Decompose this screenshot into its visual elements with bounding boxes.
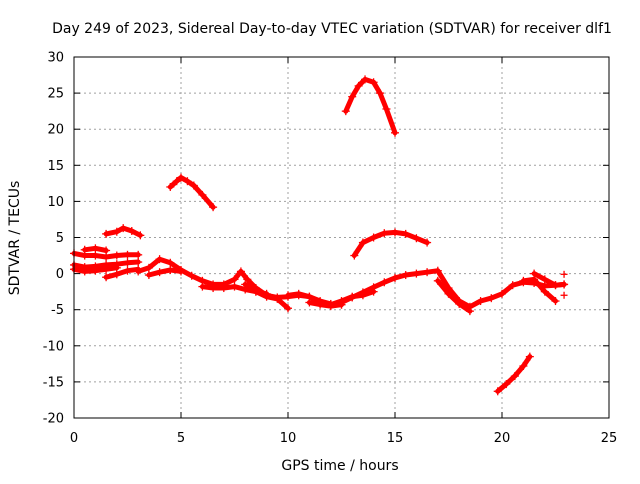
chart-figure: 0 5 10 15 20 25 -20 -15 -10 -5 0 5 10 15 20 25 30 Day 24…	[0, 0, 640, 480]
chart-background	[0, 0, 640, 480]
y-tick-label: 15	[47, 159, 64, 174]
y-tick-label: 30	[47, 51, 64, 66]
x-tick-label: 10	[280, 431, 297, 446]
x-tick-label: 5	[177, 431, 185, 446]
chart-title: Day 249 of 2023, Sidereal Day-to-day VTE…	[52, 21, 612, 37]
y-tick-label: 5	[56, 231, 64, 246]
x-tick-label: 25	[601, 431, 618, 446]
x-tick-label: 0	[70, 431, 78, 446]
y-tick-label: -10	[43, 339, 64, 354]
x-axis-label: GPS time / hours	[281, 458, 398, 474]
y-tick-label: 0	[56, 267, 64, 282]
y-tick-label: -20	[43, 412, 64, 427]
x-tick-label: 20	[494, 431, 511, 446]
y-tick-label: -15	[43, 375, 64, 390]
y-axis-label: SDTVAR / TECUs	[7, 181, 23, 296]
y-tick-label: -5	[51, 303, 64, 318]
x-tick-label: 15	[387, 431, 404, 446]
y-tick-label: 25	[47, 87, 64, 102]
chart-svg: 0 5 10 15 20 25 -20 -15 -10 -5 0 5 10 15 20 25 30 Day 24…	[0, 0, 640, 480]
y-tick-label: 20	[47, 123, 64, 138]
y-tick-label: 10	[47, 195, 64, 210]
